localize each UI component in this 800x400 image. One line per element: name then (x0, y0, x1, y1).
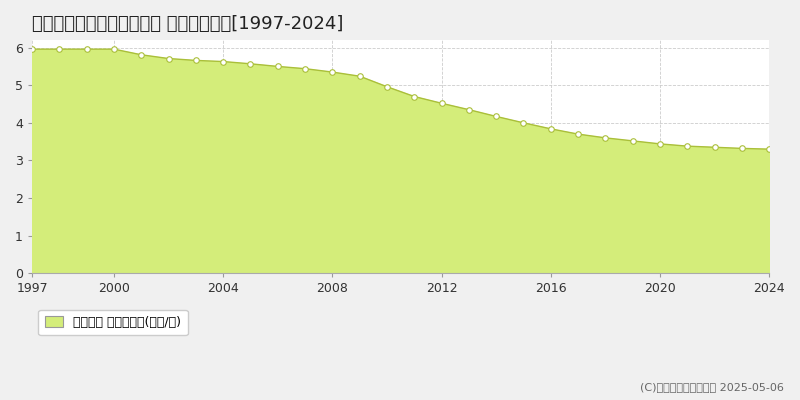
Point (599, 135, 612, 141)
Point (654, 141, 666, 147)
Point (735, 145, 748, 152)
Point (435, 100, 448, 106)
Text: 東彼杵郡東彼杵町千綿宿郷 基準地価推移[1997-2024]: 東彼杵郡東彼杵町千綿宿郷 基準地価推移[1997-2024] (32, 15, 343, 33)
Point (762, 146, 775, 152)
Point (53, 46, 66, 52)
Point (408, 93, 421, 100)
Text: (C)土地価格ドットコム 2025-05-06: (C)土地価格ドットコム 2025-05-06 (640, 382, 784, 392)
Point (217, 58, 230, 65)
Point (544, 126, 557, 132)
Point (244, 60, 257, 67)
Point (462, 106, 475, 113)
Point (490, 113, 502, 120)
Point (190, 57, 202, 64)
Point (107, 46, 120, 52)
Point (626, 138, 639, 144)
Point (271, 63, 284, 70)
Point (708, 144, 721, 150)
Point (80, 46, 93, 52)
Point (572, 131, 585, 137)
Point (381, 84, 394, 90)
Point (354, 73, 366, 80)
Point (298, 66, 311, 72)
Point (517, 120, 530, 126)
Point (162, 55, 175, 62)
Legend: 基準地価 平均坪単価(万円/坪): 基準地価 平均坪単価(万円/坪) (38, 310, 187, 335)
Point (26, 46, 38, 52)
Point (135, 52, 148, 58)
Point (681, 143, 694, 149)
Point (326, 69, 338, 75)
